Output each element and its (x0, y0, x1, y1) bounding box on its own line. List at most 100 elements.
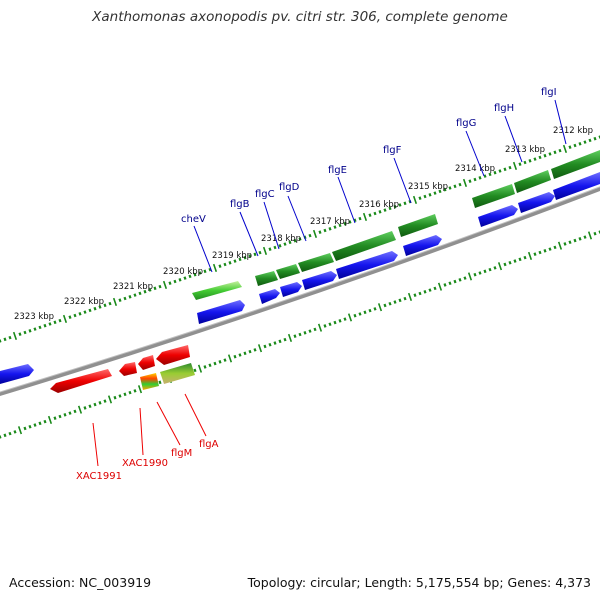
scale-dot (243, 351, 247, 356)
scale-dot (568, 240, 572, 245)
forward-label-leaders (193, 99, 567, 273)
leader-line (287, 195, 307, 242)
scale-dot (463, 276, 467, 280)
scale-major-tick (212, 263, 218, 272)
forward-genes-track (0, 172, 600, 384)
leader-line (156, 401, 181, 446)
scale-dot (428, 193, 432, 197)
scale-dot (558, 148, 562, 153)
scale-dot (248, 349, 252, 354)
scale-dot (393, 204, 397, 209)
tick-label: 2314 kbp (455, 164, 495, 174)
scale-major-tick (437, 282, 443, 291)
scale-dot (518, 257, 522, 262)
leader-line (193, 225, 213, 273)
scale-major-tick (257, 344, 263, 353)
scale-dot (508, 260, 512, 265)
gene-label-flgM: flgM (171, 448, 192, 459)
scale-dot (318, 230, 322, 234)
cds-flgI (551, 150, 600, 179)
cds-flgM (140, 373, 159, 390)
scale-dot (23, 426, 27, 431)
scale-major-tick (227, 354, 233, 363)
genome-backbone (0, 186, 600, 397)
scale-dot (498, 169, 502, 173)
scale-dot (213, 361, 217, 366)
scale-dot (448, 186, 452, 190)
scale-major-tick (462, 178, 468, 187)
scale-dot (533, 157, 537, 161)
gene-arrow-flgB (259, 289, 280, 304)
scale-major-tick (162, 280, 168, 289)
scale-major-tick (77, 405, 83, 414)
leader-line (263, 201, 280, 250)
scale-dot (478, 271, 482, 275)
scale-dot (483, 174, 487, 178)
scale-dot (233, 259, 237, 263)
scale-major-tick (317, 323, 323, 332)
scale-dot (173, 279, 177, 284)
scale-dot (103, 303, 107, 308)
scale-dot (453, 184, 457, 189)
scale-dot (418, 291, 422, 296)
scale-dot (33, 327, 37, 331)
gene-label-flgE: flgE (328, 165, 347, 176)
scale-dot (293, 238, 297, 243)
scale-dot (518, 162, 522, 166)
scale-dot (553, 150, 557, 155)
gene-arrow-XAC1991 (50, 369, 112, 393)
scale-dot (578, 237, 582, 241)
scale-dot (73, 313, 77, 318)
scale-dot (278, 339, 282, 344)
scale-dot (398, 298, 402, 303)
cds-flgH (514, 170, 551, 193)
scale-dot (473, 272, 477, 277)
scale-major-tick (467, 272, 473, 281)
scale-dot (308, 329, 312, 333)
scale-dot (13, 430, 17, 434)
scale-dot (208, 267, 212, 272)
leader-line (184, 393, 207, 437)
scale-dot (168, 281, 172, 285)
reverse-cds-track (140, 363, 195, 390)
scale-dot (23, 330, 27, 335)
scale-dot (183, 276, 187, 280)
cds-track (192, 150, 600, 300)
scale-dot (493, 170, 497, 175)
scale-dot (108, 301, 112, 306)
gene-label-cheV: cheV (181, 214, 206, 225)
scale-dot (583, 140, 587, 144)
scale-dot (458, 278, 462, 282)
tick-label: 2317 kbp (310, 217, 350, 227)
scale-dot (8, 431, 12, 436)
scale-dot (198, 271, 202, 275)
tick-label: 2318 kbp (261, 234, 301, 244)
scale-dot (0, 339, 2, 343)
scale-dot (88, 308, 92, 313)
scale-dot (223, 358, 227, 362)
scale-dot (283, 242, 287, 246)
scale-dot (218, 264, 222, 268)
scale-dot (243, 255, 247, 260)
tick-label: 2320 kbp (163, 267, 203, 277)
scale-dot (283, 337, 287, 342)
tick-label: 2321 kbp (113, 282, 153, 292)
leader-line (239, 211, 259, 257)
scale-dot (543, 249, 547, 253)
scale-dot (403, 201, 407, 206)
scale-dot (238, 257, 242, 262)
scale-dot (188, 274, 192, 279)
gene-arrow-flgE (336, 251, 398, 279)
scale-major-tick (347, 313, 353, 322)
scale-dot (453, 279, 457, 284)
cds-flgE (332, 231, 396, 261)
scale-dot (373, 211, 377, 216)
scale-dot (118, 394, 122, 398)
scale-dot (128, 390, 132, 395)
scale-dot (38, 421, 42, 426)
scale-dot (593, 136, 597, 141)
scale-dot (38, 325, 42, 330)
reverse-genes-track (50, 345, 190, 393)
scale-major-tick (362, 212, 368, 221)
tick-label: 2323 kbp (14, 312, 54, 322)
